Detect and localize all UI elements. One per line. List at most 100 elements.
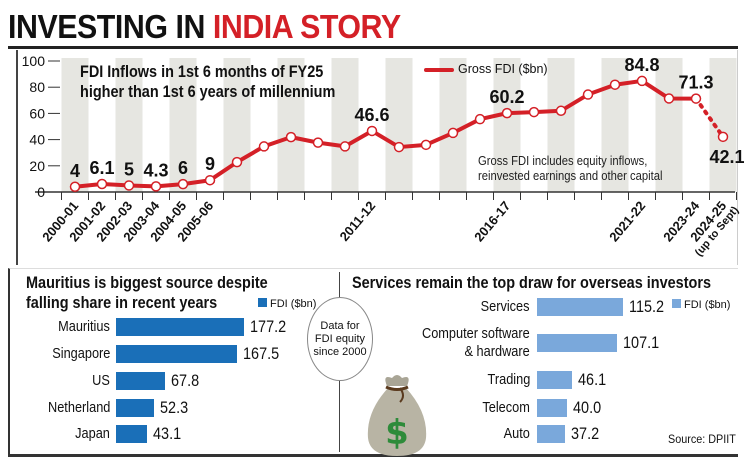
bar-value-label: 107.1 <box>623 333 660 352</box>
title-rule <box>8 46 738 49</box>
bar-category-label: Mauritius <box>58 318 110 335</box>
background-band <box>655 58 683 192</box>
y-tick-label: 40 <box>29 132 45 148</box>
bar-category-label: Computer software <box>422 325 530 342</box>
bar-category-label: US <box>92 372 110 389</box>
left-panel-title-line-1: Mauritius is biggest source despite <box>26 273 268 292</box>
bar-category-label: Trading <box>487 371 530 388</box>
bar-value-label: 37.2 <box>570 424 600 443</box>
data-label: 42.1 <box>709 147 744 167</box>
data-point <box>501 107 513 119</box>
x-tick-label: 2011-12 <box>337 198 379 244</box>
legend-line-swatch <box>424 67 454 72</box>
bottom-panel-frame <box>8 268 738 457</box>
data-note-circle: Data for FDI equity since 2000 <box>307 297 373 381</box>
data-point <box>69 181 81 193</box>
data-point <box>177 178 189 190</box>
data-point <box>447 127 459 139</box>
bar-value-label: 40.0 <box>573 398 602 417</box>
bar <box>537 399 567 417</box>
legend-swatch <box>672 299 681 308</box>
bar-category-label: Japan <box>75 425 110 442</box>
data-point <box>258 141 270 152</box>
series-line-dotted-projection <box>694 96 725 139</box>
background-band <box>439 58 467 192</box>
bar <box>116 318 244 336</box>
bar-category-label: & hardware <box>464 343 530 360</box>
bar-category-label: Services <box>481 298 530 315</box>
page-title: INVESTING IN INDIA STORY <box>8 8 401 46</box>
y-tick-label: 100 <box>22 53 46 69</box>
data-label: 4.3 <box>143 160 168 180</box>
line-chart: 02040608010042000-016.12001-0252002-034.… <box>22 53 745 259</box>
data-point <box>420 139 432 151</box>
data-point <box>366 125 378 137</box>
left-panel-title-line-2: falling share in recent years <box>26 293 218 312</box>
background-band <box>277 58 305 192</box>
bar <box>116 372 165 390</box>
bar <box>537 298 624 316</box>
data-point <box>636 75 648 87</box>
svg-text:$: $ <box>385 413 409 453</box>
x-tick-label: 2016-17 <box>471 198 513 244</box>
bar-value-label: 167.5 <box>242 344 279 363</box>
background-band <box>385 58 413 192</box>
title-part-2: INDIA STORY <box>212 8 401 45</box>
data-point <box>555 105 567 117</box>
bar-value-label: 177.2 <box>249 317 286 336</box>
x-tick-label: 2021-22 <box>606 198 648 244</box>
bar <box>537 371 572 389</box>
data-point <box>96 178 108 190</box>
data-label: 46.6 <box>354 105 389 125</box>
data-point <box>312 137 324 148</box>
background-band <box>493 58 521 192</box>
data-point <box>663 93 675 104</box>
legend-label: FDI ($bn) <box>270 298 317 310</box>
data-point <box>393 141 405 153</box>
left-legend: FDI ($bn) <box>258 298 316 310</box>
legend-label: FDI ($bn) <box>684 299 731 311</box>
circle-note-line-3: since 2000 <box>313 346 367 358</box>
data-point <box>204 174 216 186</box>
money-bag-dollar-icon: $ <box>367 375 427 456</box>
y-tick-label: 80 <box>29 79 45 95</box>
background-band <box>169 58 197 192</box>
bar-category-label: Telecom <box>482 399 530 416</box>
data-label: 60.2 <box>489 87 524 107</box>
y-tick-label: 20 <box>29 158 45 174</box>
data-label: 71.3 <box>678 73 713 93</box>
background-band <box>61 58 89 192</box>
background-band <box>115 58 143 192</box>
circle-note-line-1: Data for <box>320 320 360 332</box>
bar <box>116 399 154 417</box>
chart-subtitle-line-1: FDI Inflows in 1st 6 months of FY25 <box>80 62 324 81</box>
data-point <box>690 93 702 104</box>
bar <box>537 425 565 443</box>
data-label: 6 <box>178 158 188 178</box>
bar-value-label: 52.3 <box>159 398 188 417</box>
bar <box>116 425 148 443</box>
legend-label: Gross FDI ($bn) <box>458 62 548 76</box>
bar-category-label: Singapore <box>51 345 110 362</box>
data-point <box>582 89 594 100</box>
right-panel-title: Services remain the top draw for oversea… <box>352 273 711 292</box>
background-band <box>331 58 359 192</box>
line-chart-frame <box>16 50 738 265</box>
y-tick-label: 0 <box>37 184 45 200</box>
bar-category-label: Auto <box>503 425 530 442</box>
chart-note-line-2: reinvested earnings and other capital <box>478 169 663 183</box>
source-note: Source: DPIIT <box>668 432 736 446</box>
data-point <box>123 180 135 191</box>
data-label: 4 <box>70 161 80 181</box>
data-label: 9 <box>205 154 215 174</box>
bar-value-label: 43.1 <box>153 424 182 443</box>
chart-note-line-1: Gross FDI includes equity inflows, <box>478 154 648 168</box>
data-label: 5 <box>124 159 134 179</box>
data-point <box>339 141 351 152</box>
right-legend: FDI ($bn) <box>672 299 730 311</box>
data-point <box>609 79 621 90</box>
background-band <box>547 58 575 192</box>
y-tick-label: 60 <box>29 105 45 121</box>
data-point <box>474 113 486 125</box>
bar-value-label: 67.8 <box>170 371 199 390</box>
